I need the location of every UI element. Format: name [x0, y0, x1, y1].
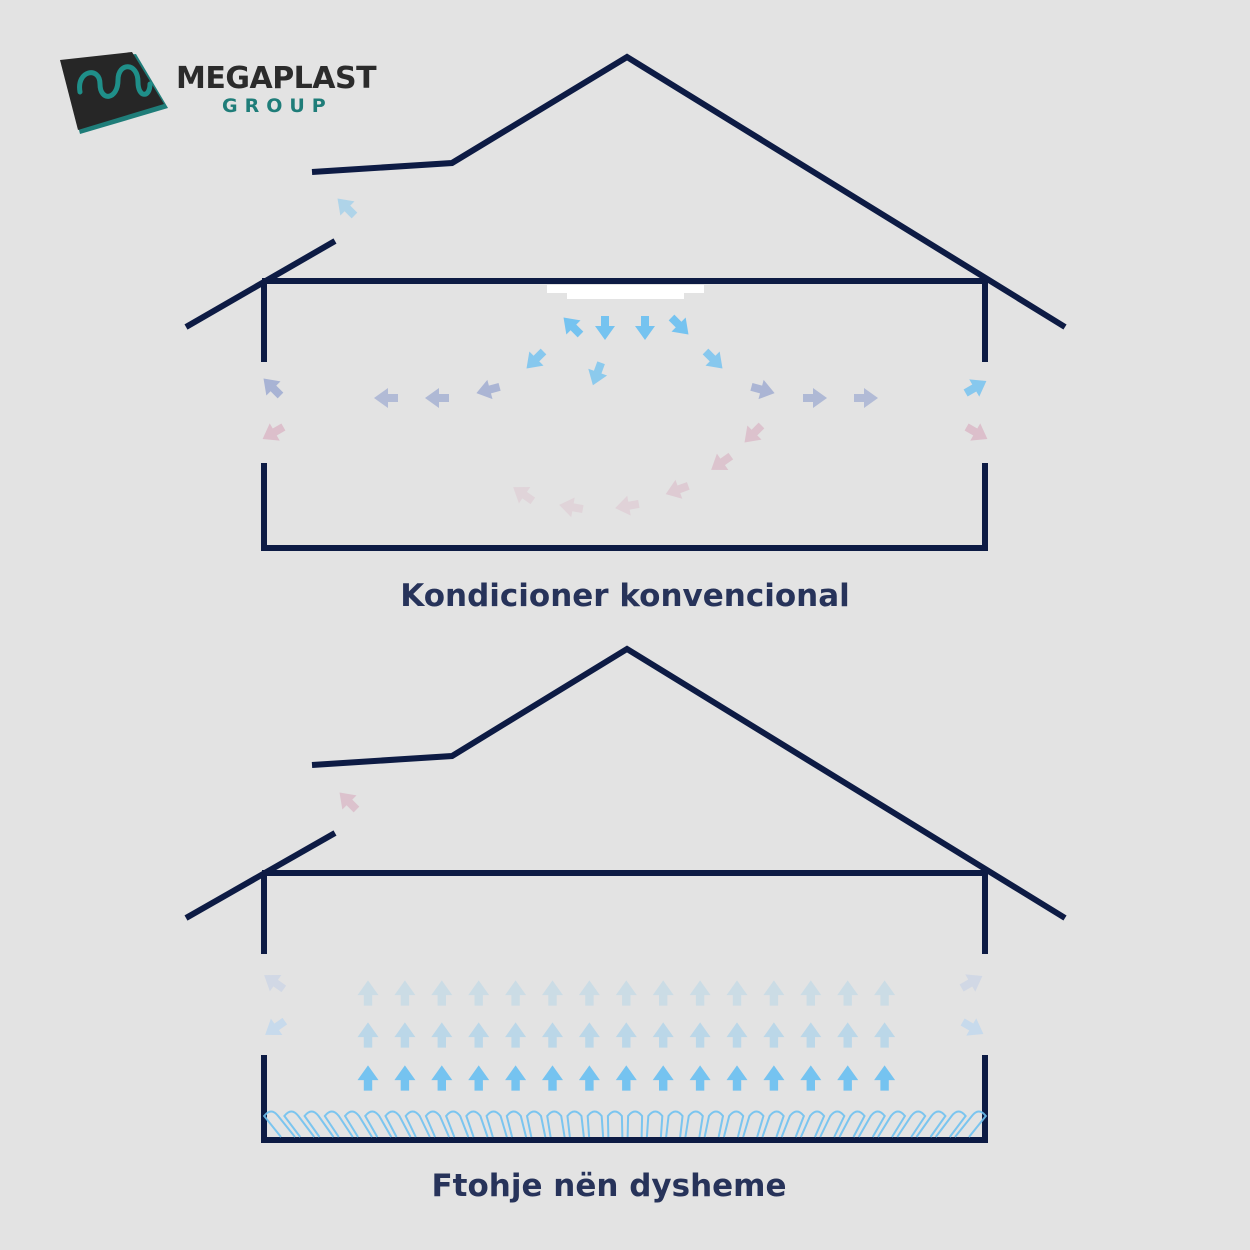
- roof-left: [184, 830, 337, 921]
- airflow-arrow-icon: [689, 1065, 711, 1091]
- airflow-arrow-icon: [357, 1065, 379, 1091]
- airflow-arrow-icon: [578, 1065, 600, 1091]
- conventional-airflow-arrows: [262, 198, 988, 518]
- airflow-arrow-icon: [431, 1065, 453, 1091]
- airflow-arrow-icon: [744, 422, 765, 443]
- airflow-arrow-icon: [357, 980, 379, 1006]
- airflow-arrow-icon: [726, 1022, 748, 1048]
- airflow-arrow-icon: [337, 198, 358, 219]
- company-logo: MEGAPLAST GROUP: [60, 52, 378, 134]
- airflow-arrow-icon: [542, 980, 563, 1006]
- floor-heating-mat-icon: [60, 52, 168, 134]
- airflow-arrow-icon: [468, 1065, 490, 1091]
- airflow-arrow-icon: [468, 980, 490, 1006]
- airflow-arrow-icon: [542, 1065, 563, 1091]
- house-conventional: [184, 53, 1067, 551]
- airflow-arrow-icon: [425, 388, 449, 408]
- airflow-arrow-icon: [874, 980, 896, 1006]
- airflow-arrow-icon: [668, 314, 689, 335]
- airflow-arrow-icon: [615, 1022, 637, 1048]
- airflow-arrow-icon: [689, 1022, 711, 1048]
- roof-right: [311, 53, 1067, 330]
- airflow-arrow-icon: [763, 980, 785, 1006]
- airflow-arrow-icon: [963, 379, 987, 397]
- airflow-arrow-icon: [750, 379, 775, 400]
- airflow-arrow-icon: [689, 980, 711, 1006]
- logo-subtitle: GROUP: [222, 95, 333, 117]
- underfloor-pipe-coils: [262, 1110, 988, 1138]
- floor-and-lower-walls: [261, 463, 988, 551]
- airflow-arrow-icon: [615, 495, 640, 516]
- airflow-arrow-icon: [837, 1065, 859, 1091]
- caption-conventional: Kondicioner konvencional: [400, 578, 850, 614]
- airflow-arrow-icon: [854, 388, 878, 408]
- underfloor-airflow-arrows: [264, 792, 984, 1091]
- airflow-arrow-icon: [263, 378, 284, 399]
- floor-and-lower-walls: [261, 1055, 988, 1143]
- airflow-arrow-icon: [726, 1065, 748, 1091]
- airflow-arrow-icon: [374, 388, 398, 408]
- airflow-arrow-icon: [803, 388, 827, 408]
- airflow-arrow-icon: [595, 316, 615, 340]
- air-conditioner-unit: [547, 285, 704, 299]
- airflow-arrow-icon: [468, 1022, 490, 1048]
- airflow-arrow-icon: [563, 317, 584, 338]
- airflow-arrow-icon: [964, 423, 988, 441]
- airflow-arrow-icon: [726, 980, 748, 1006]
- airflow-arrow-icon: [339, 792, 360, 813]
- airflow-arrow-icon: [615, 980, 637, 1006]
- airflow-arrow-icon: [874, 1065, 896, 1091]
- airflow-arrow-icon: [837, 980, 859, 1006]
- airflow-arrow-icon: [431, 980, 453, 1006]
- airflow-arrow-icon: [652, 980, 674, 1006]
- airflow-arrow-icon: [800, 1065, 822, 1091]
- airflow-arrow-icon: [578, 1022, 600, 1048]
- airflow-arrow-icon: [588, 361, 608, 386]
- airflow-arrow-icon: [542, 1022, 563, 1048]
- caption-underfloor: Ftohje nën dysheme: [431, 1168, 786, 1204]
- airflow-arrow-icon: [394, 980, 416, 1006]
- airflow-arrow-icon: [837, 1022, 859, 1048]
- airflow-arrow-icon: [615, 1065, 637, 1091]
- logo-name: MEGAPLAST: [176, 61, 377, 96]
- airflow-arrow-icon: [800, 980, 822, 1006]
- airflow-arrow-icon: [559, 497, 584, 518]
- airflow-arrow-icon: [357, 1022, 379, 1048]
- airflow-arrow-icon: [711, 452, 734, 471]
- airflow-arrow-icon: [505, 980, 527, 1006]
- airflow-arrow-icon: [960, 1018, 984, 1036]
- airflow-arrow-icon: [874, 1022, 896, 1048]
- airflow-arrow-icon: [264, 974, 287, 993]
- airflow-arrow-icon: [394, 1065, 416, 1091]
- airflow-arrow-icon: [513, 486, 536, 505]
- airflow-arrow-icon: [800, 1022, 822, 1048]
- airflow-arrow-icon: [702, 348, 723, 369]
- airflow-arrow-icon: [476, 379, 501, 400]
- airflow-arrow-icon: [265, 1017, 288, 1036]
- airflow-arrow-icon: [763, 1065, 785, 1091]
- airflow-arrow-icon: [665, 479, 690, 499]
- airflow-arrow-icon: [959, 974, 983, 992]
- airflow-arrow-icon: [652, 1065, 674, 1091]
- airflow-arrow-icon: [431, 1022, 453, 1048]
- roof-left: [184, 238, 337, 330]
- airflow-arrow-icon: [652, 1022, 674, 1048]
- airflow-arrow-icon: [262, 423, 286, 441]
- airflow-arrow-icon: [635, 316, 655, 340]
- house-underfloor: [184, 645, 1067, 1143]
- airflow-arrow-icon: [505, 1065, 527, 1091]
- airflow-arrow-icon: [526, 348, 547, 369]
- airflow-arrow-icon: [394, 1022, 416, 1048]
- airflow-arrow-icon: [578, 980, 600, 1006]
- airflow-arrow-icon: [763, 1022, 785, 1048]
- airflow-arrow-icon: [505, 1022, 527, 1048]
- roof-right: [311, 645, 1067, 921]
